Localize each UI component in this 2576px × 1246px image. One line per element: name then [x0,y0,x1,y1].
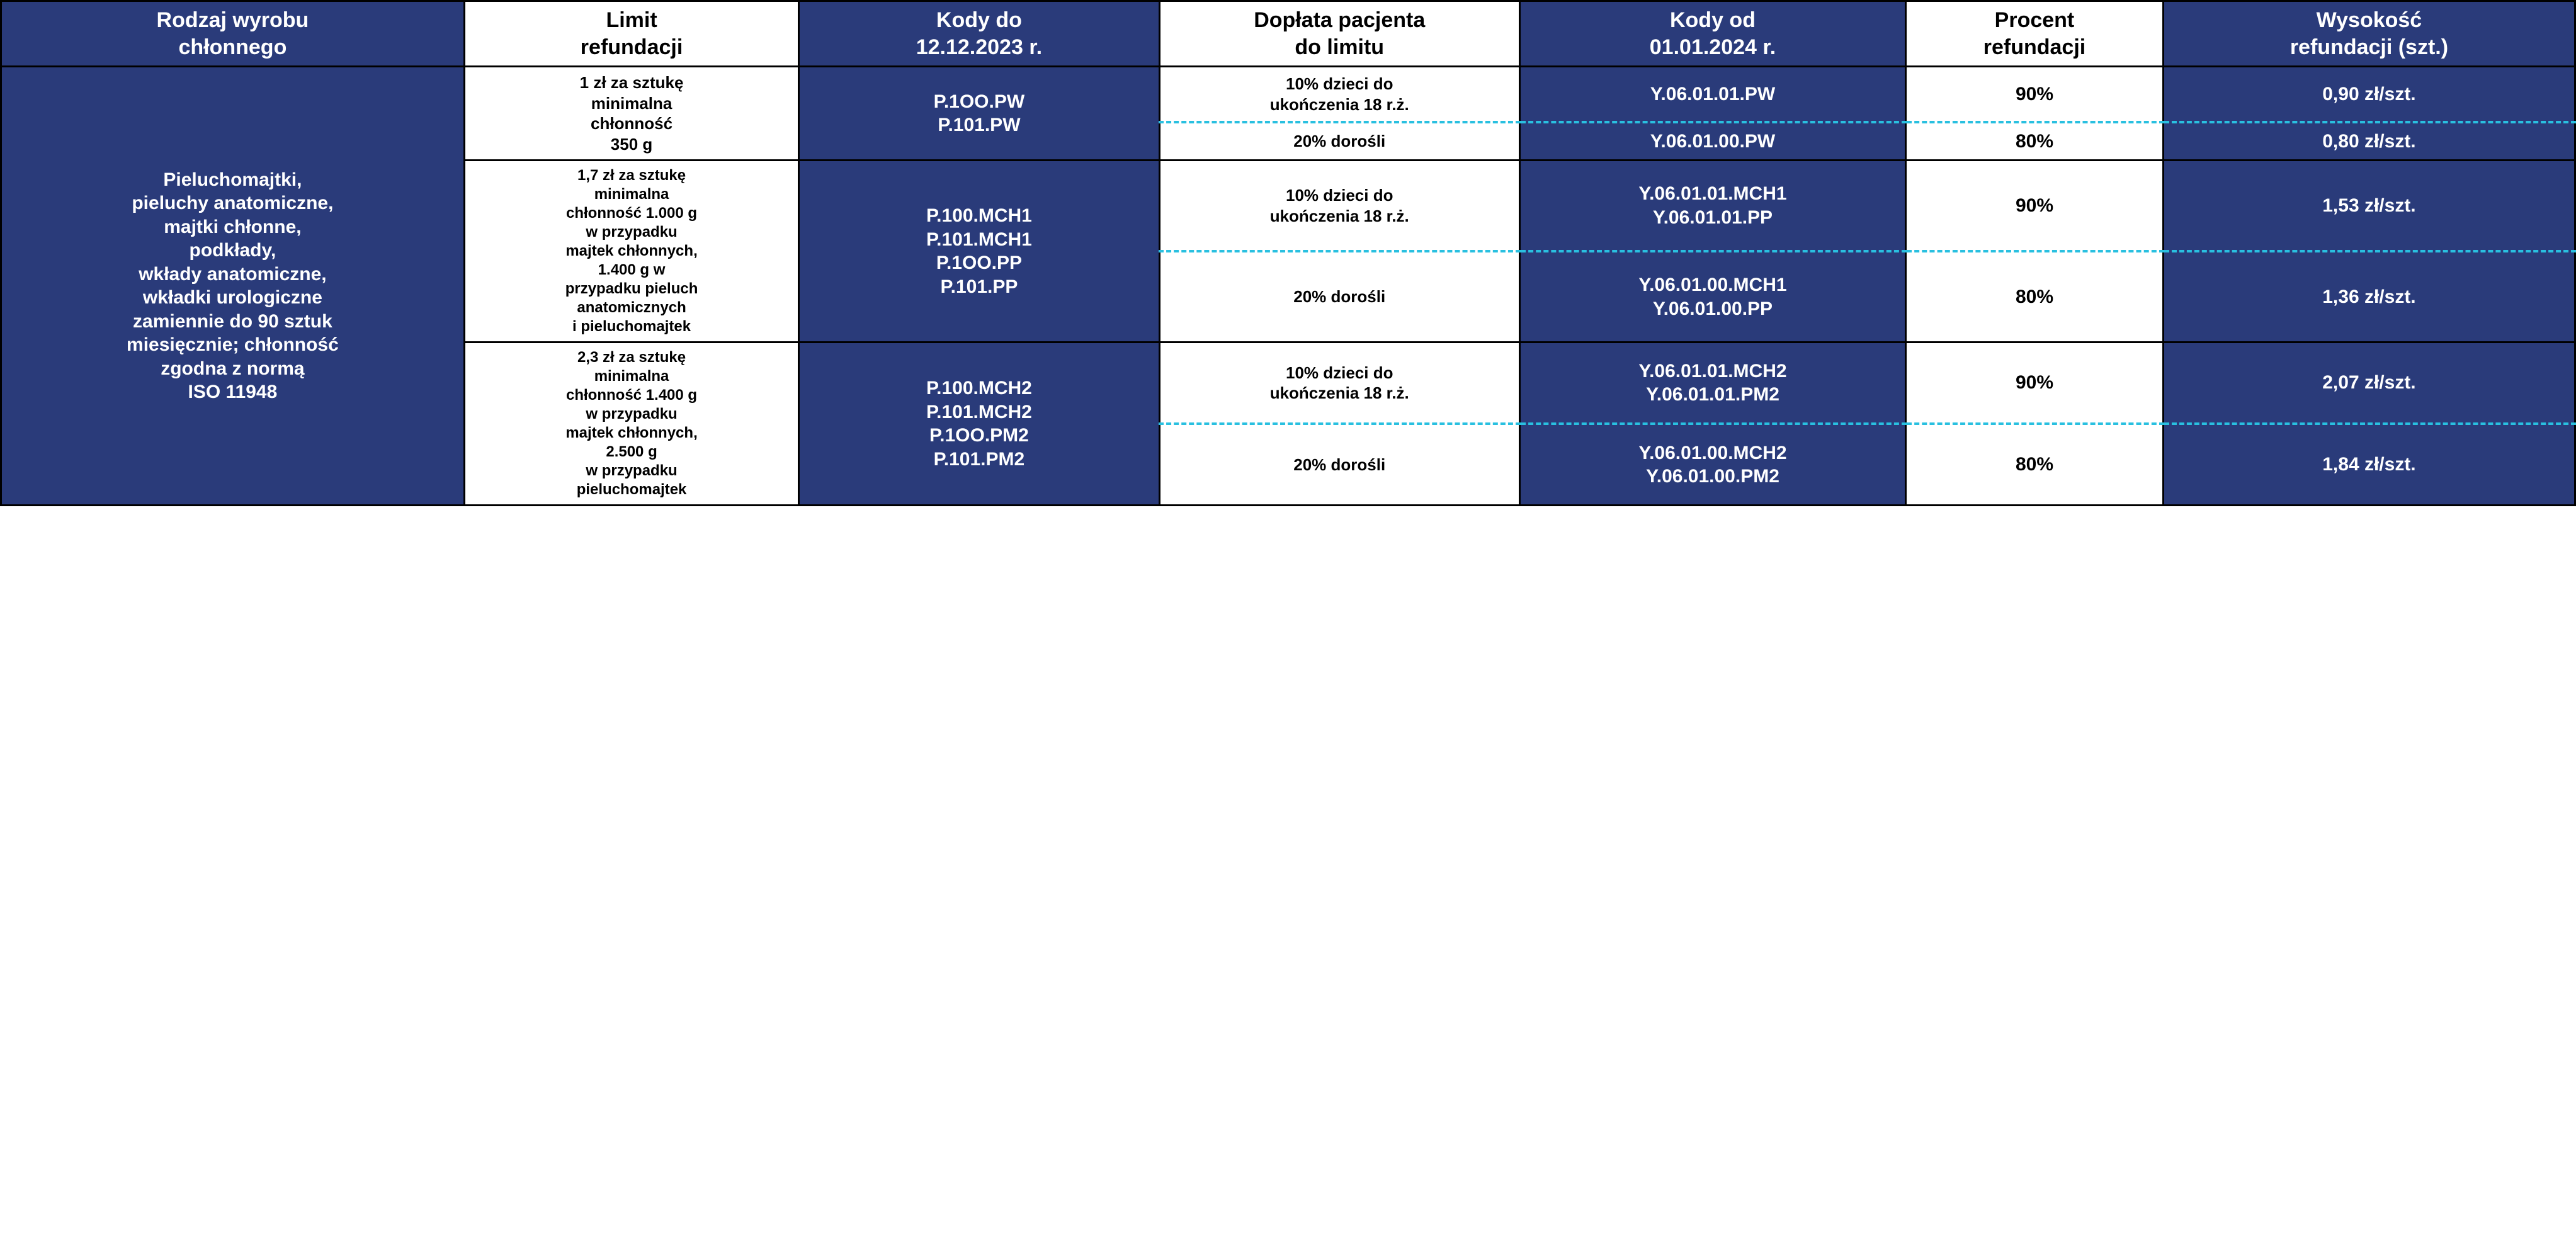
codes-old-cell: P.100.MCH1 P.101.MCH1 P.1OO.PP P.101.PP [799,161,1159,343]
limit-cell: 1,7 zł za sztukę minimalna chłonność 1.0… [464,161,798,343]
codes-old-cell: P.100.MCH2 P.101.MCH2 P.1OO.PM2 P.101.PM… [799,343,1159,506]
codes-new-cell: Y.06.01.01.MCH2 Y.06.01.01.PM2 [1519,343,1905,424]
amount-cell: 1,53 zł/szt. [2163,161,2575,252]
percent-cell: 90% [1906,161,2164,252]
codes-new-cell: Y.06.01.00.MCH2 Y.06.01.00.PM2 [1519,424,1905,506]
copay-cell: 20% dorośli [1159,251,1519,343]
limit-cell: 1 zł za sztukę minimalna chłonność 350 g [464,67,798,161]
copay-cell: 10% dzieci do ukończenia 18 r.ż. [1159,67,1519,123]
amount-cell: 0,90 zł/szt. [2163,67,2575,123]
col-header-percent: Procent refundacji [1906,1,2164,67]
col-header-amount: Wysokość refundacji (szt.) [2163,1,2575,67]
percent-cell: 80% [1906,424,2164,506]
limit-cell: 2,3 zł za sztukę minimalna chłonność 1.4… [464,343,798,506]
amount-cell: 1,36 zł/szt. [2163,251,2575,343]
amount-cell: 2,07 zł/szt. [2163,343,2575,424]
percent-cell: 80% [1906,122,2164,160]
codes-new-cell: Y.06.01.00.MCH1 Y.06.01.00.PP [1519,251,1905,343]
copay-cell: 10% dzieci do ukończenia 18 r.ż. [1159,343,1519,424]
amount-cell: 0,80 zł/szt. [2163,122,2575,160]
table-row: Pieluchomajtki, pieluchy anatomiczne, ma… [1,67,2575,123]
col-header-codes-old: Kody do 12.12.2023 r. [799,1,1159,67]
copay-cell: 20% dorośli [1159,424,1519,506]
percent-cell: 90% [1906,343,2164,424]
percent-cell: 90% [1906,67,2164,123]
table-header-row: Rodzaj wyrobu chłonnego Limit refundacji… [1,1,2575,67]
amount-cell: 1,84 zł/szt. [2163,424,2575,506]
product-type-cell: Pieluchomajtki, pieluchy anatomiczne, ma… [1,67,465,506]
codes-new-cell: Y.06.01.00.PW [1519,122,1905,160]
codes-old-cell: P.1OO.PW P.101.PW [799,67,1159,161]
copay-cell: 10% dzieci do ukończenia 18 r.ż. [1159,161,1519,252]
copay-cell: 20% dorośli [1159,122,1519,160]
codes-new-cell: Y.06.01.01.PW [1519,67,1905,123]
col-header-product-type: Rodzaj wyrobu chłonnego [1,1,465,67]
reimbursement-table: Rodzaj wyrobu chłonnego Limit refundacji… [0,0,2576,506]
percent-cell: 80% [1906,251,2164,343]
col-header-codes-new: Kody od 01.01.2024 r. [1519,1,1905,67]
codes-new-cell: Y.06.01.01.MCH1 Y.06.01.01.PP [1519,161,1905,252]
col-header-copay: Dopłata pacjenta do limitu [1159,1,1519,67]
col-header-limit: Limit refundacji [464,1,798,67]
